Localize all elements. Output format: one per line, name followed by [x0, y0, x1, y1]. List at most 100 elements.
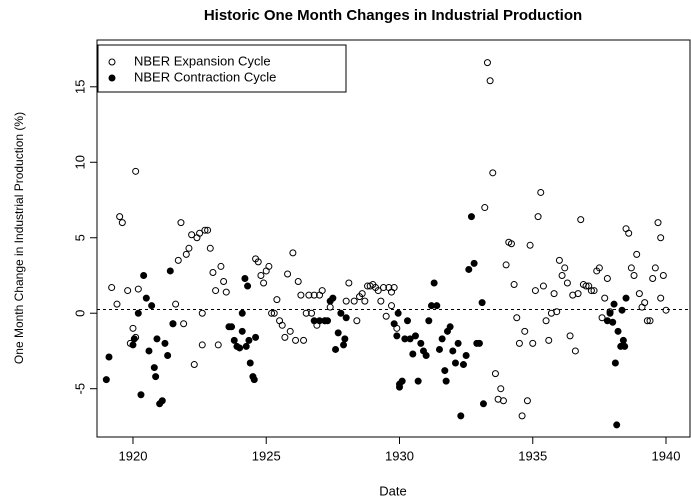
point: [180, 320, 188, 328]
point: [134, 285, 142, 293]
point: [297, 291, 305, 299]
point: [350, 297, 358, 305]
point: [204, 226, 212, 234]
point: [382, 312, 390, 320]
point: [388, 302, 396, 310]
point: [105, 353, 113, 361]
point: [622, 294, 630, 302]
point: [345, 279, 353, 287]
point: [342, 297, 350, 305]
point: [212, 287, 220, 295]
point: [334, 329, 342, 337]
point: [574, 290, 582, 298]
point: [657, 234, 665, 242]
y-axis-label: One Month Change in Industrial Productio…: [12, 112, 26, 364]
legend-label: NBER Contraction Cycle: [134, 69, 276, 84]
point: [521, 327, 529, 335]
point: [182, 250, 190, 258]
point: [558, 271, 566, 279]
point: [481, 204, 489, 212]
point: [566, 332, 574, 340]
legend-box: [97, 44, 347, 93]
point: [609, 318, 617, 326]
point: [457, 412, 465, 420]
point: [467, 213, 475, 221]
point: [587, 287, 595, 295]
x-tick-label: 1940: [652, 448, 681, 463]
point: [425, 317, 433, 325]
point: [278, 321, 286, 329]
point: [646, 317, 654, 325]
point: [563, 279, 571, 287]
point: [454, 339, 462, 347]
point: [196, 229, 204, 237]
point: [659, 271, 667, 279]
point: [438, 335, 446, 343]
point: [459, 361, 467, 369]
point: [102, 376, 110, 384]
point: [390, 284, 398, 292]
point: [214, 341, 222, 349]
point: [198, 341, 206, 349]
point: [433, 302, 441, 310]
point: [627, 264, 635, 272]
point: [238, 327, 246, 335]
point: [190, 361, 198, 369]
x-tick-label: 1930: [385, 448, 414, 463]
point: [166, 267, 174, 275]
point: [649, 275, 657, 283]
point: [618, 306, 626, 314]
point: [374, 287, 382, 295]
y-tick-label: 10: [72, 155, 87, 169]
point: [507, 240, 515, 248]
point: [230, 336, 238, 344]
point: [380, 284, 388, 292]
point: [403, 317, 411, 325]
point: [414, 377, 422, 385]
point: [241, 275, 249, 283]
point: [411, 332, 419, 340]
point: [250, 376, 258, 384]
point: [638, 303, 646, 311]
point: [292, 336, 300, 344]
point: [539, 282, 547, 290]
point: [217, 262, 225, 270]
point: [108, 284, 116, 292]
point: [206, 244, 214, 252]
point: [252, 333, 260, 341]
y-tick-label: 5: [72, 234, 87, 241]
point: [515, 339, 523, 347]
point: [270, 309, 278, 317]
point: [326, 303, 334, 311]
point: [130, 335, 138, 343]
point: [342, 314, 350, 322]
point: [318, 287, 326, 295]
point: [340, 341, 348, 349]
point: [188, 231, 196, 239]
point: [470, 259, 478, 267]
point: [118, 219, 126, 227]
point: [601, 294, 609, 302]
point: [651, 264, 659, 272]
point: [518, 412, 526, 420]
point: [610, 300, 618, 308]
point: [395, 383, 403, 391]
point: [598, 314, 606, 322]
point: [129, 341, 137, 349]
point: [422, 351, 430, 359]
point: [113, 300, 121, 308]
point: [305, 291, 313, 299]
point: [529, 339, 537, 347]
point: [185, 244, 193, 252]
point: [613, 421, 621, 429]
point: [142, 294, 150, 302]
point: [332, 345, 340, 353]
point: [430, 279, 438, 287]
point: [435, 345, 443, 353]
point: [582, 282, 590, 290]
point: [451, 359, 459, 367]
point: [462, 351, 470, 359]
point: [198, 309, 206, 317]
point: [140, 271, 148, 279]
point: [300, 336, 308, 344]
